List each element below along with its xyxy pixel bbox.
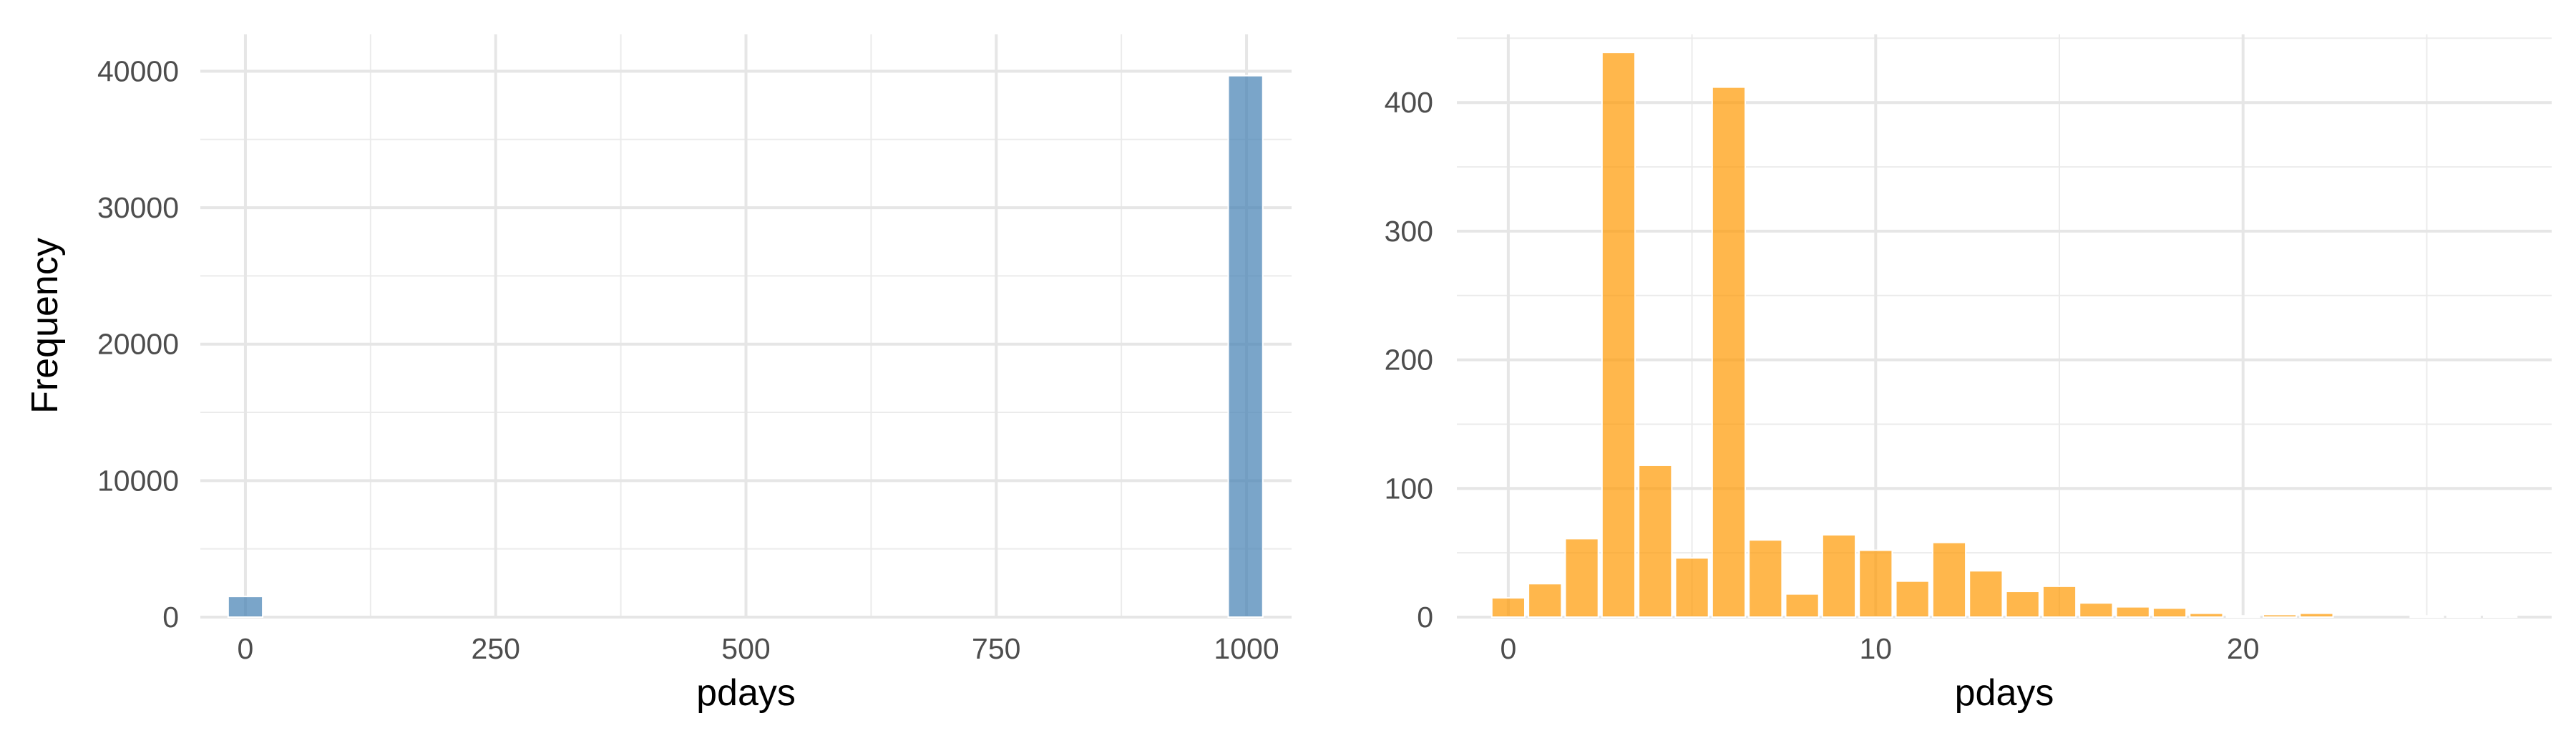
- histogram-bar: [1931, 541, 1967, 618]
- y-tick-label: 30000: [97, 191, 179, 224]
- y-tick-label: 20000: [97, 328, 179, 361]
- histogram-bar: [1785, 593, 1820, 619]
- histogram-panel-pdays-zoom: 0 100 200 300 400 0 10 20 pdays: [1385, 34, 2552, 714]
- histogram-bar: [1601, 52, 1636, 618]
- histogram-bar: [1895, 580, 1930, 618]
- histogram-bar: [1711, 86, 1747, 619]
- histogram-bar: [227, 596, 264, 618]
- y-tick-label: 100: [1385, 472, 1433, 505]
- x-tick-label: 10: [1859, 632, 1892, 665]
- histogram-panel-all-pdays: 0 10000 20000 30000 40000 0 250 500 750 1000 pdays…: [24, 34, 1292, 714]
- histogram-bar: [1638, 464, 1673, 618]
- histogram-bar: [2225, 615, 2260, 618]
- x-tick-label: 250: [472, 632, 520, 665]
- grid: [200, 34, 1292, 619]
- x-tick-label: 0: [1500, 632, 1516, 665]
- histogram-bar: [2299, 612, 2334, 618]
- bars: [227, 74, 1264, 618]
- histogram-bar: [2152, 607, 2187, 618]
- y-axis-title: Frequency: [24, 238, 66, 414]
- histogram-bar: [1564, 538, 1599, 619]
- histogram-bar: [1227, 74, 1264, 618]
- histogram-bar: [1674, 557, 1709, 618]
- histogram-bar: [2446, 615, 2481, 618]
- histogram-bar: [2041, 585, 2077, 618]
- histogram-bar: [2483, 615, 2518, 618]
- histogram-bar: [1968, 570, 2004, 619]
- x-tick-label: 500: [721, 632, 770, 665]
- x-tick-label: 20: [2227, 632, 2260, 665]
- x-axis-title: pdays: [696, 672, 796, 714]
- x-axis-title: pdays: [1955, 672, 2054, 714]
- bars: [1491, 52, 2518, 619]
- y-tick-label: 0: [162, 601, 179, 634]
- y-tick-label: 0: [1417, 601, 1433, 634]
- x-tick-label: 0: [238, 632, 254, 665]
- histogram-bar: [1821, 533, 1857, 619]
- x-tick-label: 1000: [1214, 632, 1279, 665]
- grid: [1457, 34, 2552, 619]
- y-tick-label: 400: [1385, 86, 1433, 119]
- histogram-bar: [2079, 602, 2114, 619]
- histogram-bar: [2115, 606, 2150, 618]
- histogram-bar: [2189, 612, 2224, 618]
- y-tick-label: 40000: [97, 54, 179, 87]
- histogram-bar: [1491, 597, 1526, 619]
- histogram-bar: [2005, 591, 2040, 619]
- y-tick-label: 200: [1385, 344, 1433, 377]
- histogram-bar: [2262, 614, 2298, 619]
- histogram-bar: [2409, 615, 2444, 618]
- histogram-bar: [1528, 583, 1563, 618]
- histogram-bar: [1748, 539, 1783, 618]
- y-tick-label: 300: [1385, 215, 1433, 248]
- histogram-bar: [1858, 549, 1893, 619]
- y-tick-label: 10000: [97, 464, 179, 497]
- x-tick-label: 750: [972, 632, 1020, 665]
